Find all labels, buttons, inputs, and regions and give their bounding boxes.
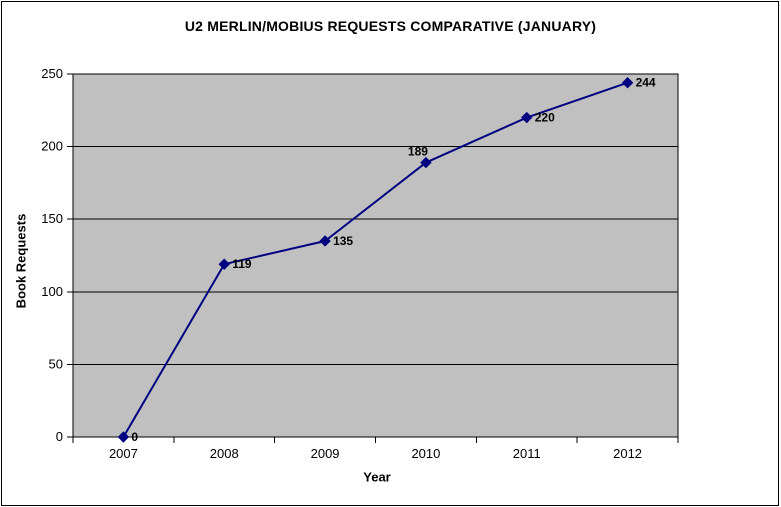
y-tick-label: 50	[49, 356, 63, 371]
x-tick-label: 2009	[311, 446, 340, 461]
plot-area	[72, 73, 679, 438]
data-point-marker	[218, 258, 230, 270]
data-label: 244	[636, 76, 656, 90]
y-tick-label: 0	[56, 429, 63, 444]
data-point-marker	[420, 156, 432, 169]
x-tick-label: 2007	[109, 446, 138, 461]
y-tick-label: 250	[41, 66, 63, 81]
data-label: 119	[232, 257, 252, 271]
series-line	[122, 81, 628, 438]
data-point-marker	[521, 111, 533, 124]
y-tick-label: 200	[41, 139, 63, 154]
data-point-marker	[621, 77, 634, 89]
x-tick-label: 2008	[210, 446, 239, 461]
x-tick-label: 2010	[411, 446, 440, 461]
data-point-marker	[319, 235, 331, 247]
data-label: 189	[408, 145, 428, 159]
x-axis-title: Year	[363, 469, 391, 485]
data-label: 0	[131, 430, 138, 444]
x-tick-label: 2012	[613, 446, 642, 461]
y-tick-label: 150	[41, 211, 63, 226]
chart-title: U2 MERLIN/MOBIUS REQUESTS COMPARATIVE (J…	[184, 18, 597, 34]
data-label: 220	[535, 111, 555, 125]
data-label: 135	[333, 234, 353, 248]
y-tick-label: 100	[41, 284, 63, 299]
data-point-marker	[117, 431, 130, 443]
x-tick-label: 2011	[513, 446, 541, 461]
